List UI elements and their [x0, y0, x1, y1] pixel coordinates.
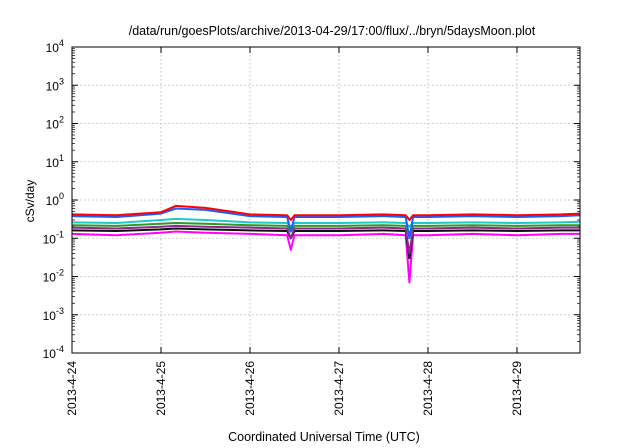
y-tick-label: 10-4: [43, 344, 64, 361]
x-tick-label: 2013-4-27: [332, 361, 346, 416]
plot-frame: [71, 46, 581, 354]
series-line: [71, 207, 581, 240]
series-line: [71, 204, 581, 221]
x-tick-label: 2013-4-25: [154, 361, 168, 416]
series-lines: [71, 204, 581, 284]
x-tick-label: 2013-4-28: [421, 361, 435, 416]
y-tick-label: 100: [46, 191, 64, 208]
x-tick-label: 2013-4-29: [510, 361, 524, 416]
x-ticks: 2013-4-24 2013-4-25 2013-4-26 2013-4-27 2013…: [65, 47, 524, 416]
y-tick-label: 103: [46, 76, 64, 93]
chart-title: /data/run/goesPlots/archive/2013-04-29/1…: [129, 24, 536, 38]
y-tick-label: 10-3: [43, 306, 64, 323]
grid: [71, 47, 580, 353]
y-axis-label: cSv/day: [23, 180, 37, 223]
series-line: [71, 230, 580, 284]
y-tick-label: 101: [46, 153, 64, 170]
series-line: [71, 222, 580, 235]
series-line: [71, 227, 580, 260]
x-tick-label: 2013-4-26: [243, 361, 257, 416]
x-axis-label: Coordinated Universal Time (UTC): [228, 430, 420, 444]
y-tick-label: 104: [46, 38, 64, 55]
y-tick-label: 10-2: [43, 268, 64, 285]
y-ticks: 10-4 10-3 10-2 10-1 100 101 102 103 104: [43, 38, 580, 361]
series-line: [71, 217, 581, 228]
x-tick-label: 2013-4-24: [65, 361, 79, 416]
y-tick-label: 102: [46, 115, 64, 132]
series-line: [71, 224, 580, 255]
y-tick-label: 10-1: [43, 229, 64, 246]
